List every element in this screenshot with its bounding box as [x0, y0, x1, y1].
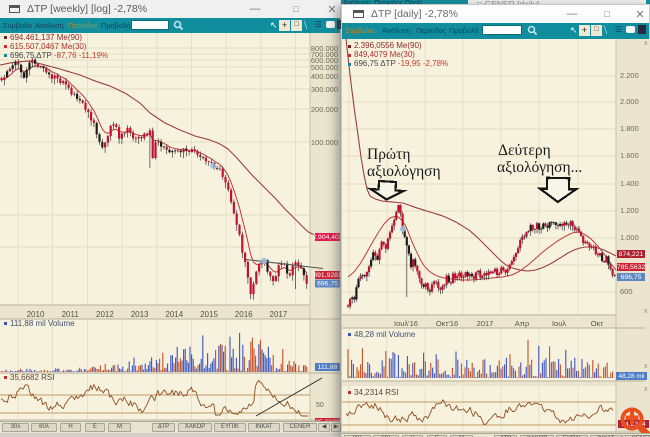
svg-text:891,9281: 891,9281 — [313, 272, 340, 279]
svg-text:Πρώτη: Πρώτη — [367, 146, 410, 163]
svg-text:111,88: 111,88 — [318, 364, 338, 371]
svg-text:2.200: 2.200 — [620, 71, 639, 80]
svg-text:1.800: 1.800 — [620, 124, 639, 133]
svg-text:400.000: 400.000 — [311, 72, 338, 81]
svg-text:1.600: 1.600 — [620, 151, 639, 160]
svg-text:48,28 mil: 48,28 mil — [619, 373, 645, 380]
svg-text:2013: 2013 — [131, 310, 149, 319]
svg-text:34,2314 RSI: 34,2314 RSI — [354, 388, 398, 397]
svg-text:694.461,137 Me(90): 694.461,137 Me(90) — [10, 33, 82, 42]
svg-text:αξιολόγηση: αξιολόγηση — [367, 163, 441, 180]
svg-text:αξιολόγηση...: αξιολόγηση... — [497, 159, 582, 176]
svg-text:2016: 2016 — [235, 310, 253, 319]
svg-text:696,75: 696,75 — [317, 281, 338, 288]
svg-text:2014: 2014 — [165, 310, 183, 319]
svg-text:111,88 mil Volume: 111,88 mil Volume — [10, 319, 75, 328]
svg-text:Απρ: Απρ — [515, 319, 529, 328]
svg-text:200.000: 200.000 — [311, 105, 338, 114]
svg-text:2.904,403: 2.904,403 — [312, 234, 340, 241]
svg-text:100.000: 100.000 — [311, 138, 338, 147]
svg-text:615.507,0467 Me(30): 615.507,0467 Me(30) — [10, 42, 87, 51]
svg-text:50: 50 — [316, 402, 324, 409]
svg-text:2011: 2011 — [62, 310, 80, 319]
svg-text:300.000: 300.000 — [311, 85, 338, 94]
svg-text:1.400: 1.400 — [620, 179, 639, 188]
svg-text:35,6682 RSI: 35,6682 RSI — [10, 373, 54, 382]
svg-text:x: x — [644, 363, 648, 370]
svg-text:2010: 2010 — [27, 310, 45, 319]
svg-text:48,28 mil Volume: 48,28 mil Volume — [354, 330, 416, 339]
svg-text:2017: 2017 — [270, 310, 288, 319]
svg-text:Οκτ'16: Οκτ'16 — [436, 319, 458, 328]
svg-text:x: x — [644, 308, 648, 315]
svg-text:x: x — [644, 386, 648, 393]
svg-text:800.000: 800.000 — [311, 44, 338, 53]
svg-text:700.000: 700.000 — [311, 50, 338, 59]
svg-text:2.000: 2.000 — [620, 97, 639, 106]
svg-text:2017: 2017 — [477, 319, 494, 328]
svg-text:600: 600 — [620, 287, 633, 296]
svg-text:x: x — [644, 40, 648, 47]
svg-text:785,5632: 785,5632 — [617, 264, 646, 271]
svg-text:Ιουλ: Ιουλ — [552, 319, 566, 328]
svg-text:Οκτ: Οκτ — [591, 319, 604, 328]
svg-text:696,75: 696,75 — [621, 274, 642, 281]
svg-text:600.000: 600.000 — [311, 56, 338, 65]
svg-text:2015: 2015 — [200, 310, 218, 319]
svg-text:Δεύτερη: Δεύτερη — [498, 142, 551, 159]
svg-text:34,2314: 34,2314 — [621, 421, 646, 428]
svg-text:500.000: 500.000 — [311, 63, 338, 72]
svg-text:1.200: 1.200 — [620, 206, 639, 215]
svg-text:696,75 ΔTP -87,76 -11,19%: 696,75 ΔTP -87,76 -11,19% — [10, 51, 108, 60]
svg-text:Ιουλ'16: Ιουλ'16 — [394, 319, 418, 328]
svg-text:874,221: 874,221 — [619, 251, 644, 258]
svg-text:1.000: 1.000 — [620, 233, 639, 242]
svg-text:2012: 2012 — [96, 310, 114, 319]
